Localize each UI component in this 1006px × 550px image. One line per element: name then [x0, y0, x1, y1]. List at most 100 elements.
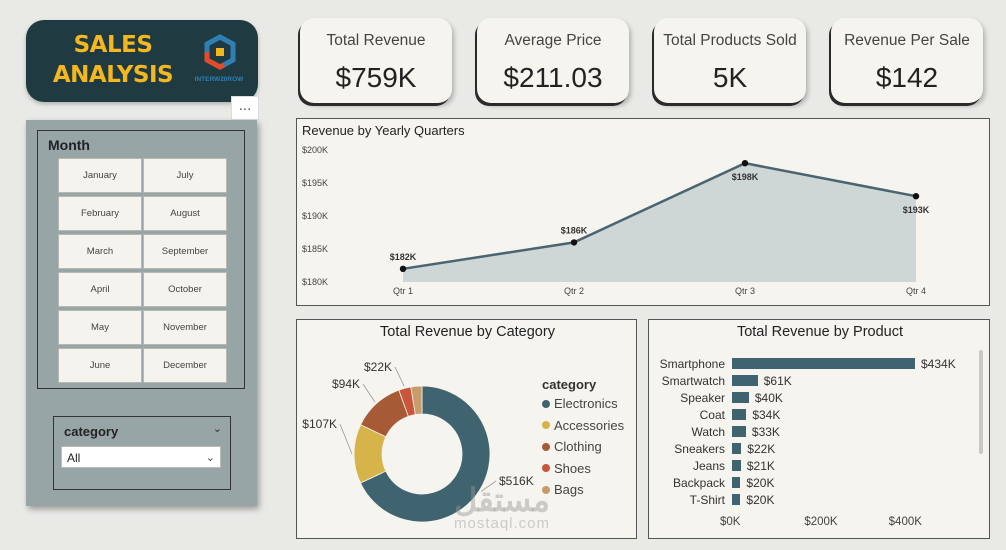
- collapse-chevron-icon[interactable]: ⌄: [212, 423, 222, 435]
- chart-title: Revenue by Yearly Quarters: [302, 123, 465, 138]
- month-option-button[interactable]: January: [58, 158, 142, 193]
- chevron-down-icon: ⌄: [205, 452, 215, 464]
- bar: [732, 426, 746, 437]
- kpi-title: Total Revenue: [326, 32, 426, 49]
- bar-data-label: $61K: [763, 374, 792, 388]
- company-logo-icon: [204, 34, 236, 70]
- area-fill: [403, 163, 916, 282]
- category-slicer: category ⌄ All ⌄: [53, 416, 231, 490]
- bar-category-label: Speaker: [680, 391, 725, 405]
- product-revenue-chart: Total Revenue by Product Smartphone $434K…: [648, 319, 990, 539]
- bar-category-label: T-Shirt: [689, 493, 725, 507]
- month-option-button[interactable]: May: [58, 310, 142, 345]
- bar-category-label: Jeans: [692, 459, 725, 473]
- bar: [732, 460, 741, 471]
- month-option-button[interactable]: June: [58, 348, 142, 383]
- x-tick-label: Qtr 4: [906, 286, 926, 296]
- legend-item: Clothing: [542, 439, 602, 454]
- kpi-value: $211.03: [503, 62, 603, 93]
- legend-swatch: [542, 399, 550, 408]
- month-option-button[interactable]: July: [143, 158, 227, 193]
- bar-category-label: Smartwatch: [661, 374, 725, 388]
- pie-slice: [410, 385, 423, 416]
- label-leader-line: [480, 480, 497, 492]
- bar: [732, 409, 747, 420]
- filter-panel: Month January July February August March Sept…: [26, 120, 257, 506]
- x-tick-label: Qtr 1: [393, 286, 413, 296]
- bar-data-label: $33K: [751, 425, 780, 439]
- legend-swatch: [542, 464, 550, 472]
- bar-category-label: Coat: [699, 408, 725, 422]
- bar: [732, 477, 741, 488]
- kpi-revenue-per-sale: Revenue Per Sale $142: [831, 18, 983, 103]
- kpi-average-price: Average Price $211.03: [477, 18, 629, 103]
- bar-data-label: $40K: [754, 391, 783, 405]
- month-option-button[interactable]: August: [143, 196, 227, 231]
- bar-data-label: $20K: [746, 493, 775, 507]
- month-option-button[interactable]: September: [143, 234, 227, 269]
- data-point: [399, 265, 407, 272]
- kpi-total-products-sold: Total Products Sold 5K: [654, 18, 806, 103]
- legend-title: category: [542, 377, 597, 392]
- category-slicer-title: category: [64, 424, 119, 439]
- bar-category-label: Watch: [691, 425, 725, 439]
- bar: [732, 392, 749, 403]
- series-line: [402, 161, 917, 271]
- bar-category-label: Backpack: [672, 476, 725, 490]
- data-label: $198K: [732, 172, 759, 182]
- bar: [732, 375, 758, 386]
- y-tick-label: $180K: [302, 277, 328, 287]
- label-leader-line: [394, 366, 405, 387]
- bar: [732, 443, 742, 454]
- legend-label: Accessories: [554, 417, 625, 433]
- data-point: [912, 193, 920, 200]
- data-label: $516K: [499, 474, 534, 488]
- month-option-button[interactable]: April: [58, 272, 142, 307]
- bar: [732, 358, 915, 369]
- category-dropdown[interactable]: All ⌄: [61, 446, 221, 468]
- legend-label: Electronics: [554, 396, 618, 411]
- legend-label: Shoes: [554, 460, 591, 476]
- kpi-title: Revenue Per Sale: [844, 32, 970, 49]
- label-leader-line: [362, 383, 376, 403]
- y-tick-label: $195K: [302, 178, 328, 188]
- x-tick-label: $400K: [888, 516, 922, 528]
- month-slicer: Month January July February August March Sept…: [37, 130, 245, 389]
- bar-data-label: $20K: [746, 476, 775, 490]
- kpi-total-revenue: Total Revenue $759K: [300, 18, 452, 103]
- month-option-button[interactable]: February: [58, 196, 142, 231]
- legend-item: Shoes: [542, 461, 591, 476]
- month-option-button[interactable]: March: [58, 234, 142, 269]
- x-tick-label: $200K: [804, 516, 838, 528]
- data-label: $193K: [903, 205, 930, 215]
- logo-caption: INTERW20ROW: [194, 76, 244, 83]
- y-tick-label: $200K: [302, 145, 328, 155]
- bar-category-label: Sneakers: [674, 442, 725, 456]
- bar-data-label: $21K: [746, 459, 775, 473]
- data-label: $182K: [390, 252, 417, 262]
- kpi-value: $759K: [335, 62, 417, 93]
- legend-item: Electronics: [542, 396, 618, 411]
- bar-data-label: $434K: [921, 357, 956, 371]
- data-label: $107K: [302, 417, 337, 431]
- more-options-button[interactable]: ...: [231, 96, 259, 120]
- area-chart-svg: $180K $185K $190K $195K $200K $182K Qtr 1 $186K…: [302, 145, 930, 296]
- logo-panel: SALES ANALYSIS INTERW20ROW: [26, 20, 258, 102]
- pie-slice: [359, 385, 491, 523]
- data-label: $186K: [561, 225, 588, 235]
- data-label: $94K: [332, 377, 360, 391]
- month-option-button[interactable]: October: [143, 272, 227, 307]
- category-revenue-chart: Total Revenue by Category $516K $107K $94K…: [296, 319, 637, 539]
- month-option-button[interactable]: November: [143, 310, 227, 345]
- vertical-scrollbar[interactable]: [979, 350, 983, 454]
- bar: [732, 494, 741, 505]
- month-option-button[interactable]: December: [143, 348, 227, 383]
- legend-label: Clothing: [554, 439, 602, 454]
- legend-label: Bags: [554, 482, 584, 497]
- label-leader-line: [339, 423, 353, 455]
- bar-data-label: $34K: [752, 408, 781, 422]
- bar-data-label: $22K: [747, 442, 776, 456]
- quarterly-revenue-chart: Revenue by Yearly Quarters $180K $185K $19…: [296, 118, 990, 306]
- x-tick-label: $0K: [720, 516, 741, 528]
- kpi-title: Average Price: [504, 32, 602, 49]
